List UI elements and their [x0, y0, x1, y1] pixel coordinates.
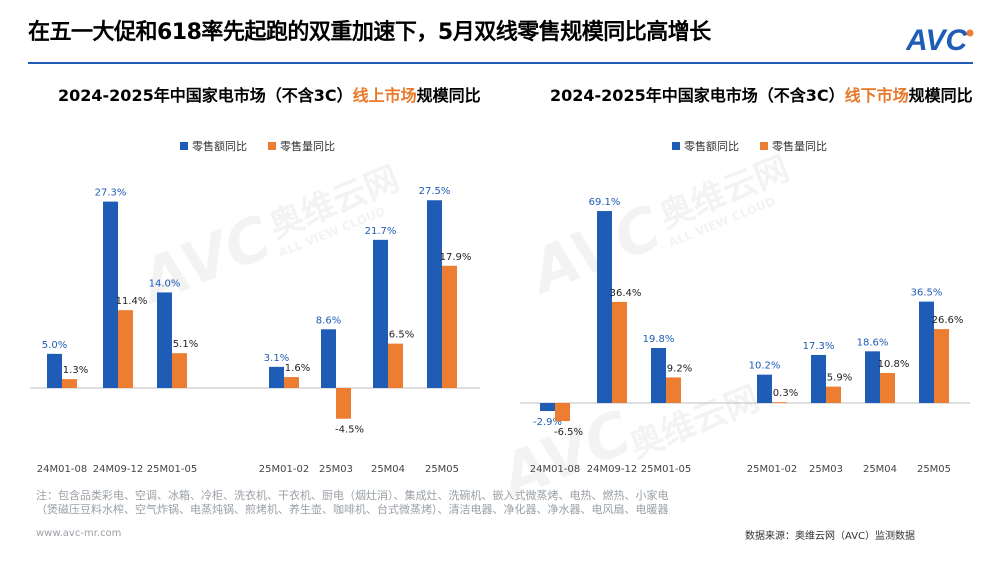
retail-value-label: 3.1% — [264, 353, 289, 364]
category-label: 24M01-08 — [530, 464, 580, 475]
category-label: 25M01-05 — [641, 464, 691, 475]
retail-value-label: 36.5% — [911, 288, 943, 299]
retail-value-bar — [269, 366, 284, 388]
retail-volume-bar — [880, 373, 895, 403]
retail-value-bar — [811, 354, 826, 403]
retail-volume-bar — [772, 402, 787, 403]
retail-value-label: 27.3% — [95, 188, 127, 199]
chart-title-offline-prefix: 2024-2025年中国家电市场（不含3C） — [550, 86, 845, 105]
chart-title-offline-suffix: 规模同比 — [908, 86, 973, 105]
retail-value-bar — [47, 353, 62, 388]
title-divider — [28, 62, 973, 64]
retail-value-bar — [757, 374, 772, 403]
retail-volume-bar — [555, 403, 570, 422]
retail-volume-bar — [612, 301, 627, 403]
category-label: 25M04 — [863, 464, 897, 475]
retail-value-label: -2.9% — [533, 417, 562, 428]
retail-volume-label: 0.3% — [773, 388, 798, 399]
footnote-line-2: （煲磁压豆料水榨、空气炸锅、电蒸炖锅、煎烤机、养生壶、咖啡机、台式微蒸烤）、清洁… — [36, 503, 669, 516]
legend-swatch-0 — [672, 142, 680, 150]
retail-volume-bar — [62, 379, 77, 388]
retail-value-label: 69.1% — [589, 197, 621, 208]
retail-volume-label: -4.5% — [335, 425, 364, 436]
category-label: 25M03 — [809, 464, 843, 475]
avc-logo-dot — [966, 29, 974, 37]
chart-title-offline-highlight: 线下市场 — [844, 86, 909, 105]
legend-swatch-0 — [180, 142, 188, 150]
retail-volume-bar — [666, 377, 681, 403]
retail-volume-label: 9.2% — [667, 363, 692, 374]
page-title: 在五一大促和618率先起跑的双重加速下，5月双线零售规模同比高增长 — [28, 20, 711, 45]
retail-volume-bar — [934, 329, 949, 403]
retail-volume-label: 5.9% — [827, 373, 852, 384]
retail-value-label: 18.6% — [857, 337, 889, 348]
retail-value-bar — [373, 239, 388, 388]
retail-value-bar — [597, 211, 612, 403]
retail-value-bar — [865, 351, 880, 403]
retail-value-label: 27.5% — [419, 186, 451, 197]
retail-volume-bar — [336, 388, 351, 419]
footnote-line-1: 注：包含品类彩电、空调、冰箱、冷柜、洗衣机、干衣机、厨电（烟灶消）、集成灶、洗碗… — [36, 489, 669, 502]
legend-label-0: 零售额同比 — [192, 139, 247, 153]
retail-value-label: 8.6% — [316, 315, 341, 326]
retail-volume-bar — [388, 343, 403, 388]
legend-label-0: 零售额同比 — [684, 139, 739, 153]
retail-value-label: 19.8% — [643, 334, 675, 345]
retail-volume-label: -6.5% — [554, 427, 583, 438]
retail-value-bar — [651, 348, 666, 403]
legend-swatch-1 — [268, 142, 276, 150]
category-label: 25M04 — [371, 464, 405, 475]
retail-value-bar — [103, 201, 118, 388]
retail-volume-bar — [118, 310, 133, 388]
category-label: 25M01-02 — [747, 464, 797, 475]
chart-title-online-suffix: 规模同比 — [416, 86, 481, 105]
retail-volume-bar — [442, 265, 457, 388]
retail-volume-bar — [826, 386, 841, 403]
retail-value-label: 5.0% — [42, 340, 67, 351]
category-label: 25M03 — [319, 464, 353, 475]
data-source: 数据来源：奥维云网（AVC）监测数据 — [745, 531, 916, 542]
retail-volume-label: 1.3% — [63, 365, 88, 376]
retail-value-bar — [321, 329, 336, 388]
retail-value-bar — [540, 403, 555, 412]
online-bar-chart: 零售额同比 零售量同比 24M01-08 5.0% 1.3% 24M09-12 27.3% 1… — [30, 139, 480, 475]
retail-volume-label: 6.5% — [389, 330, 414, 341]
retail-volume-bar — [172, 353, 187, 388]
retail-volume-bar — [284, 377, 299, 388]
retail-volume-label: 26.6% — [932, 315, 964, 326]
category-label: 24M09-12 — [93, 464, 143, 475]
avc-logo: AVC — [906, 24, 974, 54]
retail-value-bar — [919, 301, 934, 403]
category-label: 25M01-02 — [259, 464, 309, 475]
retail-volume-label: 11.4% — [116, 296, 148, 307]
retail-value-bar — [157, 292, 172, 388]
category-label: 24M09-12 — [587, 464, 637, 475]
retail-value-bar — [427, 200, 442, 388]
retail-volume-label: 17.9% — [440, 252, 472, 263]
chart-title-online-prefix: 2024-2025年中国家电市场（不含3C） — [58, 86, 353, 105]
legend: 零售额同比 零售量同比 — [180, 139, 335, 153]
legend-swatch-1 — [760, 142, 768, 150]
offline-bar-chart: 零售额同比 零售量同比 24M01-08 -2.9%-6.5% 24M09-12 69.1… — [520, 139, 970, 475]
category-label: 24M01-08 — [37, 464, 87, 475]
retail-volume-label: 10.8% — [878, 359, 910, 370]
legend-label-1: 零售量同比 — [280, 139, 335, 153]
retail-volume-label: 1.6% — [285, 363, 310, 374]
chart-title-online: 2024-2025年中国家电市场（不含3C）线上市场规模同比 — [58, 82, 481, 106]
category-label: 25M05 — [425, 464, 459, 475]
avc-logo-text: AVC — [906, 24, 968, 54]
category-label: 25M05 — [917, 464, 951, 475]
retail-value-label: 14.0% — [149, 278, 181, 289]
category-label: 25M01-05 — [147, 464, 197, 475]
retail-volume-label: 5.1% — [173, 339, 198, 350]
retail-value-label: 10.2% — [749, 361, 781, 372]
retail-volume-label: 36.4% — [610, 288, 642, 299]
chart-title-offline: 2024-2025年中国家电市场（不含3C）线下市场规模同比 — [550, 82, 973, 106]
legend-label-1: 零售量同比 — [772, 139, 827, 153]
retail-value-label: 17.3% — [803, 341, 835, 352]
chart-title-online-highlight: 线上市场 — [352, 86, 417, 105]
legend: 零售额同比 零售量同比 — [672, 139, 827, 153]
retail-value-label: 21.7% — [365, 226, 397, 237]
website-url: www.avc-mr.com — [36, 528, 122, 539]
